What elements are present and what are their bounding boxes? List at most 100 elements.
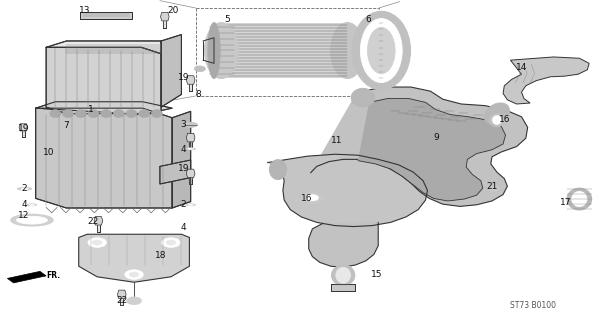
Ellipse shape — [27, 204, 37, 206]
Text: 16: 16 — [301, 194, 312, 203]
Text: 17: 17 — [560, 198, 571, 207]
Polygon shape — [268, 154, 427, 227]
Text: 19: 19 — [178, 164, 189, 173]
Text: 16: 16 — [499, 115, 510, 124]
Text: 10: 10 — [44, 148, 55, 157]
Text: 6: 6 — [365, 15, 371, 24]
Polygon shape — [46, 41, 161, 54]
Polygon shape — [221, 23, 347, 78]
Ellipse shape — [208, 22, 220, 78]
Text: 2: 2 — [22, 184, 28, 193]
Circle shape — [125, 270, 143, 279]
Ellipse shape — [63, 109, 74, 117]
Polygon shape — [172, 111, 191, 208]
Ellipse shape — [360, 19, 402, 83]
Text: 11: 11 — [331, 136, 343, 145]
Ellipse shape — [11, 214, 53, 226]
Text: FR.: FR. — [46, 271, 60, 280]
Polygon shape — [311, 87, 528, 206]
Ellipse shape — [30, 204, 34, 205]
Polygon shape — [160, 160, 191, 184]
Ellipse shape — [331, 265, 355, 285]
Ellipse shape — [188, 204, 193, 205]
Ellipse shape — [151, 109, 162, 117]
Text: 2: 2 — [180, 200, 186, 209]
Ellipse shape — [100, 109, 111, 117]
Ellipse shape — [113, 109, 124, 117]
Ellipse shape — [492, 116, 502, 124]
Text: 21: 21 — [486, 182, 498, 191]
Ellipse shape — [567, 188, 592, 210]
Polygon shape — [79, 234, 189, 282]
Ellipse shape — [186, 148, 196, 150]
Text: ST73 B0100: ST73 B0100 — [510, 301, 557, 310]
Text: 19: 19 — [18, 124, 29, 133]
Circle shape — [301, 192, 323, 204]
Text: 4: 4 — [180, 145, 186, 154]
Text: 18: 18 — [156, 252, 167, 260]
Ellipse shape — [17, 216, 47, 224]
Ellipse shape — [186, 204, 196, 206]
Polygon shape — [80, 12, 132, 19]
Circle shape — [92, 240, 102, 245]
Circle shape — [129, 272, 139, 277]
Ellipse shape — [351, 88, 375, 107]
Ellipse shape — [126, 109, 137, 117]
Ellipse shape — [21, 188, 28, 189]
Text: 19: 19 — [178, 73, 189, 82]
Circle shape — [166, 240, 176, 245]
Ellipse shape — [269, 160, 287, 180]
Polygon shape — [117, 290, 126, 299]
Ellipse shape — [138, 109, 149, 117]
Text: 7: 7 — [63, 121, 69, 130]
Ellipse shape — [368, 28, 395, 74]
Ellipse shape — [352, 11, 411, 90]
Ellipse shape — [336, 267, 351, 283]
Circle shape — [162, 238, 180, 247]
Ellipse shape — [17, 187, 32, 190]
Circle shape — [306, 195, 319, 201]
Ellipse shape — [75, 109, 86, 117]
Polygon shape — [46, 47, 161, 114]
Text: 8: 8 — [195, 90, 201, 99]
Circle shape — [194, 66, 205, 72]
Bar — [196, 8, 379, 96]
Ellipse shape — [490, 113, 505, 127]
Text: 4: 4 — [22, 200, 28, 209]
Polygon shape — [358, 99, 506, 201]
Polygon shape — [161, 35, 181, 107]
Text: 4: 4 — [180, 223, 186, 232]
Polygon shape — [309, 222, 378, 267]
Circle shape — [487, 185, 499, 191]
Text: 22: 22 — [88, 217, 99, 226]
Text: 9: 9 — [434, 133, 440, 142]
Ellipse shape — [571, 191, 587, 207]
Text: 5: 5 — [224, 15, 231, 24]
Text: 3: 3 — [180, 120, 186, 129]
Polygon shape — [186, 169, 195, 178]
Text: 15: 15 — [371, 270, 382, 279]
Ellipse shape — [330, 22, 364, 78]
Polygon shape — [503, 57, 589, 104]
Circle shape — [127, 297, 141, 305]
Text: 1: 1 — [88, 105, 94, 114]
Text: 12: 12 — [18, 211, 29, 220]
Polygon shape — [331, 284, 355, 291]
Polygon shape — [186, 133, 195, 142]
Ellipse shape — [88, 109, 99, 117]
Text: 20: 20 — [168, 6, 179, 15]
Circle shape — [88, 238, 106, 247]
Text: 13: 13 — [79, 6, 90, 15]
Text: 14: 14 — [516, 63, 527, 72]
Polygon shape — [161, 12, 169, 21]
Ellipse shape — [204, 22, 239, 78]
Ellipse shape — [485, 103, 509, 124]
Polygon shape — [7, 271, 46, 283]
Polygon shape — [36, 108, 172, 208]
Ellipse shape — [50, 109, 61, 117]
Polygon shape — [36, 102, 172, 115]
Ellipse shape — [188, 148, 193, 149]
Polygon shape — [19, 124, 28, 131]
Polygon shape — [94, 217, 103, 225]
Ellipse shape — [184, 122, 197, 127]
